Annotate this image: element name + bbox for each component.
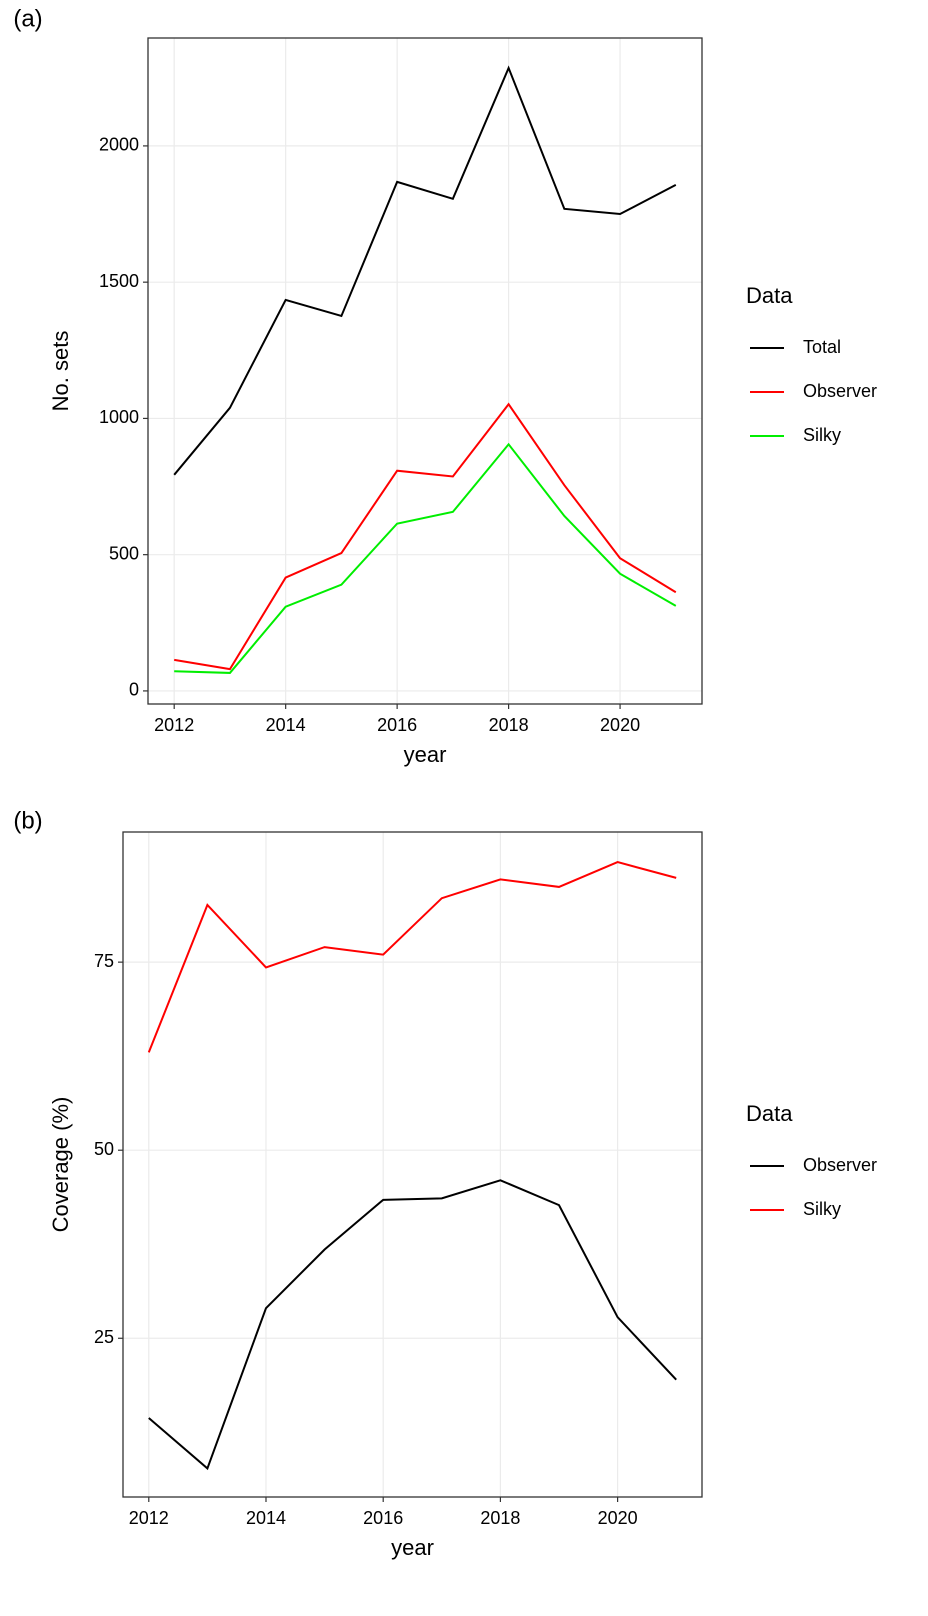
y-axis-label: Coverage (%)	[48, 1097, 73, 1233]
legend-title: Data	[746, 283, 793, 308]
x-tick-label: 2012	[154, 715, 194, 735]
legend-label: Total	[803, 337, 841, 357]
x-tick-label: 2016	[377, 715, 417, 735]
y-axis-label: No. sets	[48, 331, 73, 412]
legend-label: Silky	[803, 425, 841, 445]
x-tick-label: 2018	[489, 715, 529, 735]
y-tick-label: 2000	[99, 135, 139, 155]
y-tick-label: 500	[109, 543, 139, 563]
line	[173, 65, 677, 476]
legend-title: Data	[746, 1101, 793, 1126]
line	[174, 402, 677, 671]
x-tick-label: 2016	[363, 1508, 403, 1528]
x-tick-label: 2020	[598, 1508, 638, 1528]
x-tick-label: 2018	[480, 1508, 520, 1528]
y-tick-label: 75	[94, 951, 114, 971]
x-axis-label: year	[391, 1535, 434, 1560]
line	[148, 1179, 677, 1471]
line	[147, 861, 677, 1053]
y-tick-label: 1500	[99, 271, 139, 291]
panel-label: (b)	[13, 807, 42, 834]
x-tick-label: 2012	[129, 1508, 169, 1528]
y-tick-label: 0	[129, 680, 139, 700]
x-tick-label: 2014	[246, 1508, 286, 1528]
legend-label: Observer	[803, 1155, 877, 1175]
x-axis-label: year	[404, 742, 447, 767]
y-tick-label: 50	[94, 1139, 114, 1159]
x-tick-label: 2014	[266, 715, 306, 735]
x-tick-label: 2020	[600, 715, 640, 735]
y-tick-label: 25	[94, 1327, 114, 1347]
panel-label: (a)	[13, 5, 42, 32]
legend-label: Observer	[803, 381, 877, 401]
panel-border	[147, 37, 703, 705]
panel-border	[122, 831, 703, 1498]
legend-label: Silky	[803, 1199, 841, 1219]
line	[174, 442, 677, 674]
y-tick-label: 1000	[99, 407, 139, 427]
